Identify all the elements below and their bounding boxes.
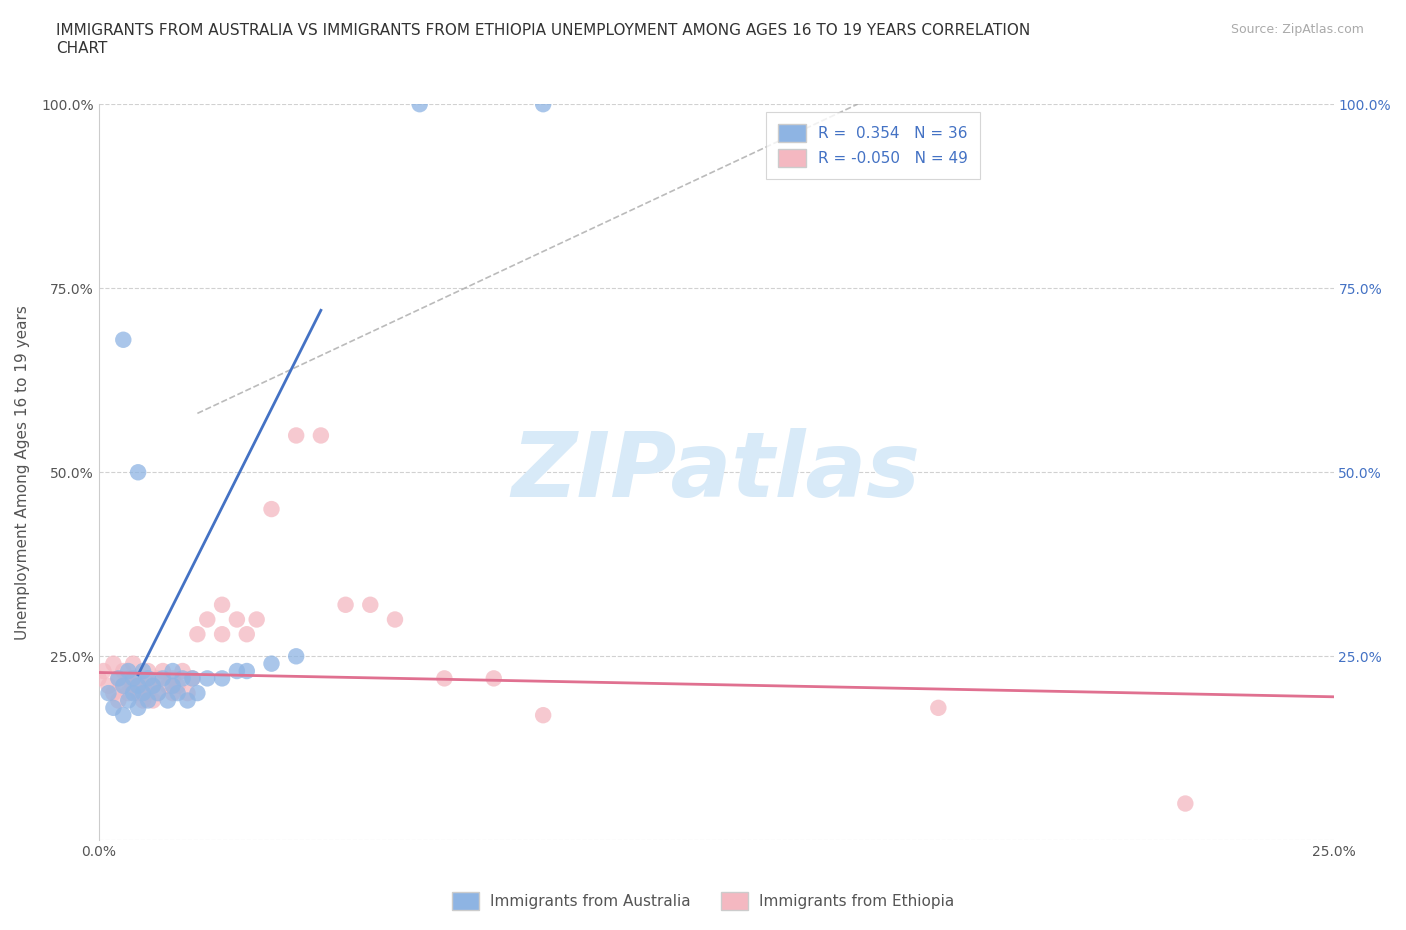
- Point: [359, 597, 381, 612]
- Point: [260, 657, 283, 671]
- Point: [531, 97, 554, 112]
- Point: [285, 428, 308, 443]
- Point: [132, 685, 155, 700]
- Point: [927, 700, 949, 715]
- Point: [142, 693, 165, 708]
- Point: [152, 671, 174, 685]
- Point: [122, 671, 145, 685]
- Point: [146, 685, 169, 700]
- Point: [136, 693, 159, 708]
- Point: [107, 671, 129, 685]
- Point: [117, 693, 139, 708]
- Point: [127, 671, 149, 685]
- Point: [146, 685, 169, 700]
- Point: [166, 685, 188, 700]
- Point: [122, 678, 145, 693]
- Point: [117, 664, 139, 679]
- Point: [107, 693, 129, 708]
- Point: [127, 685, 149, 700]
- Point: [186, 685, 208, 700]
- Point: [211, 597, 233, 612]
- Text: Source: ZipAtlas.com: Source: ZipAtlas.com: [1230, 23, 1364, 36]
- Point: [132, 664, 155, 679]
- Point: [408, 97, 430, 112]
- Point: [181, 671, 204, 685]
- Point: [103, 700, 125, 715]
- Point: [136, 685, 159, 700]
- Point: [181, 671, 204, 685]
- Point: [162, 664, 184, 679]
- Point: [142, 678, 165, 693]
- Point: [127, 465, 149, 480]
- Point: [112, 332, 135, 347]
- Point: [112, 678, 135, 693]
- Point: [172, 671, 194, 685]
- Text: ZIPatlas: ZIPatlas: [512, 429, 921, 516]
- Point: [482, 671, 505, 685]
- Point: [112, 678, 135, 693]
- Text: IMMIGRANTS FROM AUSTRALIA VS IMMIGRANTS FROM ETHIOPIA UNEMPLOYMENT AMONG AGES 16: IMMIGRANTS FROM AUSTRALIA VS IMMIGRANTS …: [56, 23, 1031, 56]
- Point: [176, 693, 198, 708]
- Point: [384, 612, 406, 627]
- Point: [107, 671, 129, 685]
- Point: [260, 501, 283, 516]
- Point: [132, 678, 155, 693]
- Point: [195, 612, 218, 627]
- Point: [156, 678, 179, 693]
- Legend: R =  0.354   N = 36, R = -0.050   N = 49: R = 0.354 N = 36, R = -0.050 N = 49: [766, 112, 980, 179]
- Point: [132, 693, 155, 708]
- Point: [97, 685, 120, 700]
- Point: [112, 664, 135, 679]
- Point: [93, 664, 115, 679]
- Point: [122, 657, 145, 671]
- Point: [112, 708, 135, 723]
- Point: [236, 627, 259, 642]
- Point: [146, 671, 169, 685]
- Point: [156, 693, 179, 708]
- Point: [166, 678, 188, 693]
- Point: [309, 428, 332, 443]
- Point: [103, 685, 125, 700]
- Point: [152, 664, 174, 679]
- Point: [236, 664, 259, 679]
- Point: [127, 700, 149, 715]
- Point: [136, 671, 159, 685]
- Legend: Immigrants from Australia, Immigrants from Ethiopia: Immigrants from Australia, Immigrants fr…: [444, 884, 962, 918]
- Point: [531, 708, 554, 723]
- Point: [195, 671, 218, 685]
- Point: [117, 685, 139, 700]
- Point: [172, 664, 194, 679]
- Point: [211, 627, 233, 642]
- Point: [103, 657, 125, 671]
- Point: [335, 597, 357, 612]
- Point: [162, 671, 184, 685]
- Point: [142, 678, 165, 693]
- Point: [97, 678, 120, 693]
- Point: [87, 671, 110, 685]
- Point: [1174, 796, 1197, 811]
- Point: [162, 685, 184, 700]
- Y-axis label: Unemployment Among Ages 16 to 19 years: Unemployment Among Ages 16 to 19 years: [15, 305, 30, 640]
- Point: [246, 612, 269, 627]
- Point: [225, 612, 247, 627]
- Point: [176, 685, 198, 700]
- Point: [127, 678, 149, 693]
- Point: [211, 671, 233, 685]
- Point: [225, 664, 247, 679]
- Point: [136, 664, 159, 679]
- Point: [117, 671, 139, 685]
- Point: [122, 685, 145, 700]
- Point: [186, 627, 208, 642]
- Point: [162, 678, 184, 693]
- Point: [433, 671, 456, 685]
- Point: [285, 649, 308, 664]
